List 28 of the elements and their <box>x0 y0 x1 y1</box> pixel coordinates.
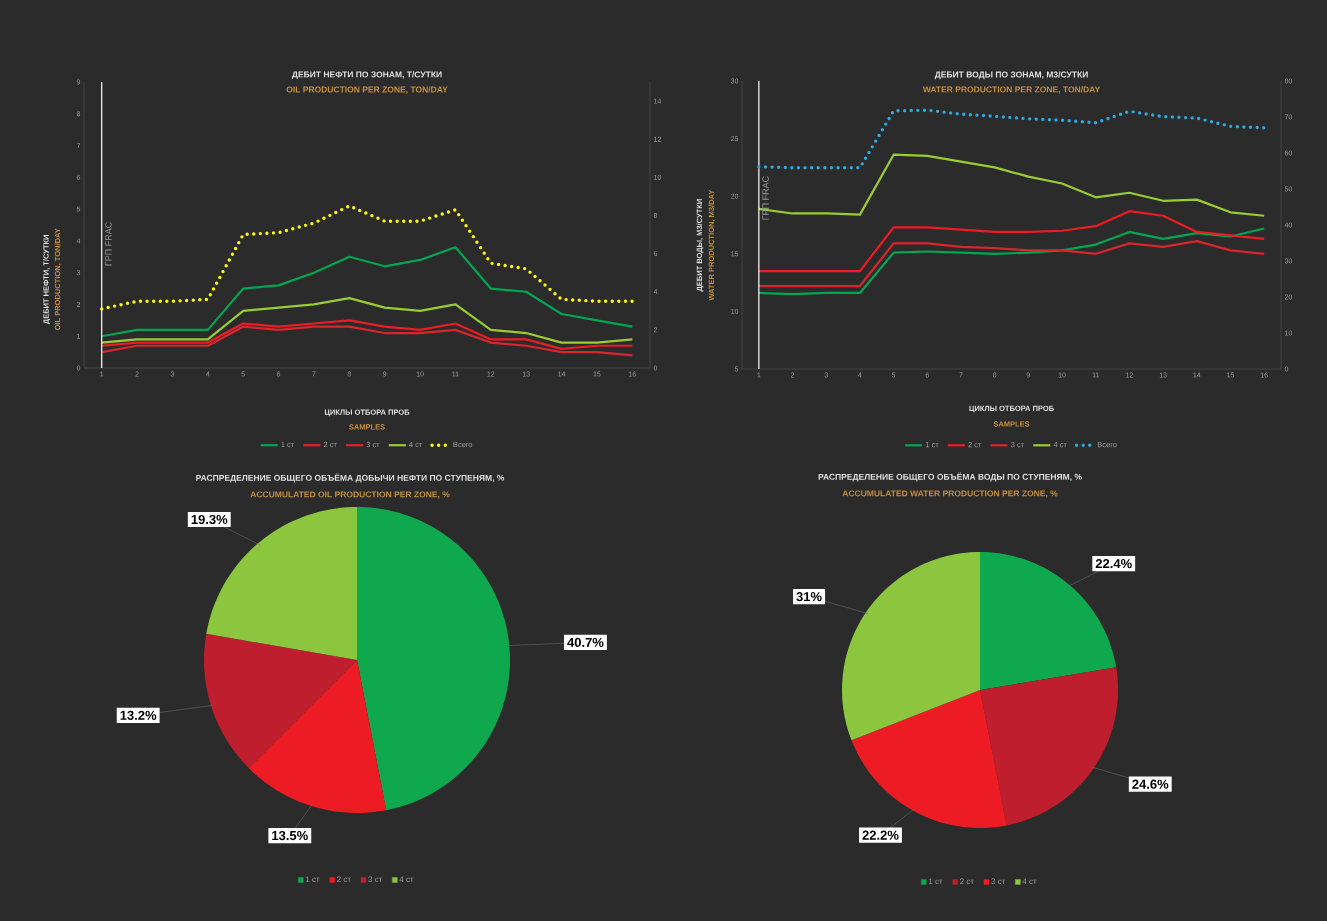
legend-label: 1 ст <box>305 876 320 883</box>
data-label: 31% <box>796 592 822 602</box>
text: WATER PRODUCTION PER ZONE, TON/DAY <box>922 86 1101 94</box>
data-label: 40.7% <box>567 637 604 647</box>
legend-label: 3 ст <box>991 878 1006 885</box>
legend-label: 2 ст <box>337 876 351 883</box>
chart-title: РАСПРЕДЕЛЕНИЕ ОБЩЕГО ОБЪЁМА ВОДЫ ПО СТУПЕНЯМ, % <box>818 472 1082 482</box>
chart-title: РАСПРЕДЕЛЕНИЕ ОБЩЕГО ОБЪЁМА ДОБЫЧИ НЕФТИ ПО СТУПЕНЯМ, % <box>196 473 505 483</box>
data-label: 19.3% <box>191 514 228 525</box>
line-series <box>757 227 1266 296</box>
chart-subtitle: ACCUMULATED WATER PRODUCTION PER ZONE, % <box>842 490 1058 498</box>
legend-label: 1 ст <box>928 878 943 885</box>
data-label: 22.2% <box>862 830 899 840</box>
chart-title: ДЕБИТ ВОДЫ ПО ЗОНАМ, М3/СУТКИ <box>934 71 1088 80</box>
chart-title: ДЕБИТ НЕФТИ ПО ЗОНАМ, Т/СУТКИ <box>291 71 442 80</box>
line-series <box>99 204 635 311</box>
data-label: 24.6% <box>1132 779 1169 789</box>
data-label: 13.2% <box>120 710 157 720</box>
ref-line-label: ГРП FRAC <box>762 176 769 220</box>
chart-subtitle: OIL PRODUCTION PER ZONE, TON/DAY <box>286 86 448 94</box>
legend-label: 4 ст <box>399 876 414 883</box>
legend-label: 2 ст <box>960 878 974 885</box>
ref-line-label: ГРП FRAC <box>105 222 112 266</box>
legend-label: 3 ст <box>368 876 383 883</box>
data-label: 22.4% <box>1095 558 1132 569</box>
chart-subtitle: ACCUMULATED OIL PRODUCTION PER ZONE, % <box>250 491 450 499</box>
data-label: 13.5% <box>272 830 308 841</box>
legend-label: 4 ст <box>1022 878 1037 885</box>
